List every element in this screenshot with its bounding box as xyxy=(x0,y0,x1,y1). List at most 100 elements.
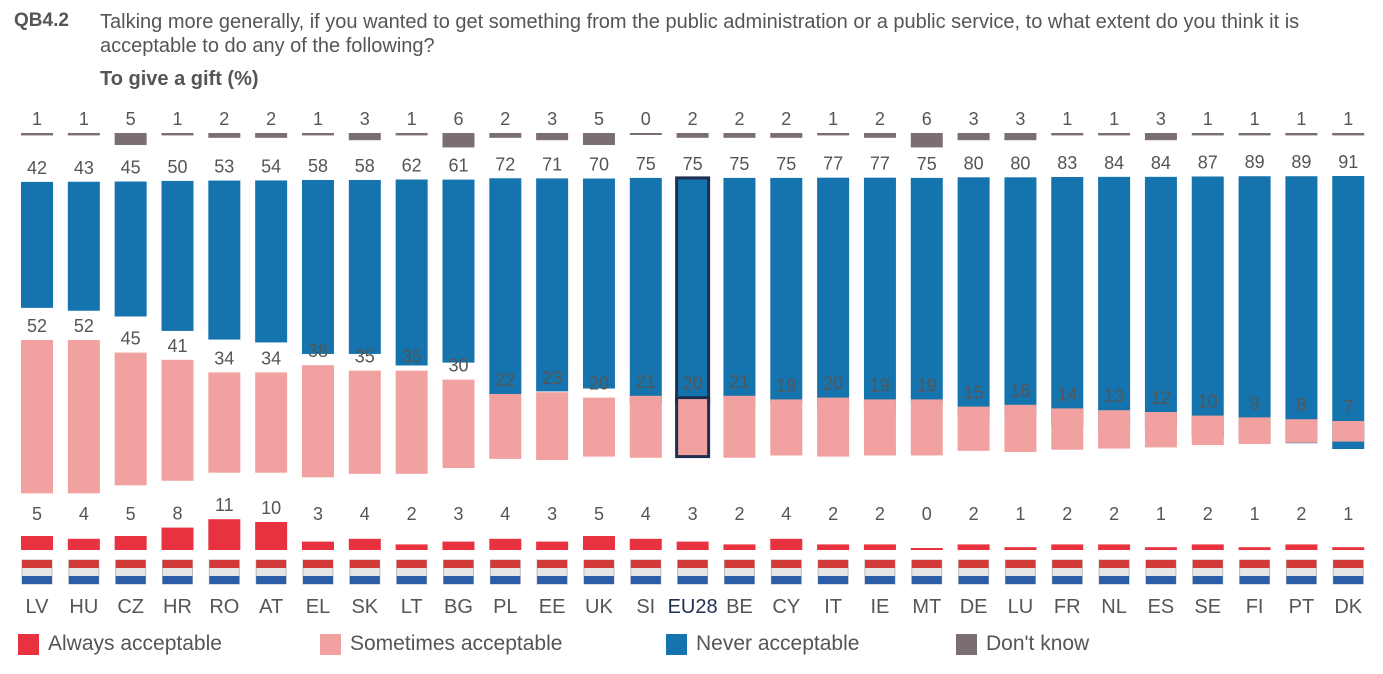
bar-always xyxy=(114,536,147,550)
flag-icon xyxy=(911,559,943,585)
bar-never xyxy=(255,180,288,343)
value-label-never: 89 xyxy=(1245,152,1265,172)
value-label-dontknow: 2 xyxy=(875,109,885,129)
bar-never xyxy=(114,181,147,317)
chart-legend: Always acceptable Sometimes acceptable N… xyxy=(18,632,1378,662)
bar-never xyxy=(770,177,803,403)
category-label: LU xyxy=(1008,596,1034,618)
category-label: BG xyxy=(444,596,473,618)
value-label-always: 4 xyxy=(781,504,791,524)
value-label-dontknow: 1 xyxy=(1250,109,1260,129)
bar-dontknow xyxy=(770,133,803,138)
bar-sometimes xyxy=(817,397,850,457)
bar-sometimes xyxy=(1285,419,1318,443)
bar-never xyxy=(1004,177,1037,418)
value-label-always: 4 xyxy=(500,504,510,524)
bar-always xyxy=(817,544,850,550)
value-label-always: 5 xyxy=(594,504,604,524)
bar-always xyxy=(395,544,428,550)
value-label-always: 3 xyxy=(313,504,323,524)
value-label-sometimes: 21 xyxy=(729,372,749,392)
bar-never xyxy=(21,181,53,308)
value-label-sometimes: 16 xyxy=(1010,381,1030,401)
value-label-dontknow: 3 xyxy=(547,109,557,129)
bar-dontknow xyxy=(1191,133,1224,136)
value-label-always: 3 xyxy=(453,504,463,524)
bar-never xyxy=(863,177,896,409)
bar-always xyxy=(21,536,53,550)
category-label: DK xyxy=(1334,596,1362,618)
value-label-dontknow: 2 xyxy=(781,109,791,129)
bar-dontknow xyxy=(395,133,428,136)
value-label-never: 89 xyxy=(1291,152,1311,172)
value-label-sometimes: 7 xyxy=(1343,397,1353,417)
legend-swatch-never xyxy=(666,633,687,655)
category-label: LT xyxy=(401,596,423,618)
value-label-always: 4 xyxy=(641,504,651,524)
category-label: RO xyxy=(209,596,239,618)
value-label-sometimes: 23 xyxy=(542,368,562,388)
bar-never xyxy=(629,177,662,403)
value-label-dontknow: 1 xyxy=(313,109,323,129)
legend-label-always: Always acceptable xyxy=(48,632,222,655)
bar-never xyxy=(1098,176,1131,429)
bar-never xyxy=(1238,176,1271,444)
bar-sometimes xyxy=(582,397,615,457)
flag-icon xyxy=(396,559,428,585)
value-label-always: 10 xyxy=(261,498,281,518)
value-label-never: 75 xyxy=(683,154,703,174)
flag-icon xyxy=(1145,559,1177,585)
bar-never xyxy=(957,177,990,418)
value-label-never: 58 xyxy=(308,156,328,176)
category-label: IT xyxy=(824,596,842,618)
value-label-never: 43 xyxy=(74,158,94,178)
value-label-sometimes: 13 xyxy=(1104,386,1124,406)
value-label-dontknow: 1 xyxy=(407,109,417,129)
value-label-dontknow: 1 xyxy=(1062,109,1072,129)
bar-always xyxy=(723,544,756,550)
flag-icon xyxy=(255,559,287,585)
flag-icon xyxy=(1098,559,1130,585)
bar-always xyxy=(676,541,709,550)
flag-icon xyxy=(349,559,381,585)
bar-sometimes xyxy=(161,359,194,481)
bar-sometimes xyxy=(114,352,147,486)
bar-sometimes xyxy=(1332,421,1365,442)
bar-always xyxy=(442,541,475,550)
value-label-dontknow: 2 xyxy=(266,109,276,129)
value-label-dontknow: 3 xyxy=(1156,109,1166,129)
flag-icon xyxy=(677,559,709,585)
value-label-never: 72 xyxy=(495,154,515,174)
legend-item-sometimes: Sometimes acceptable xyxy=(320,632,562,656)
legend-item-dontknow: Don't know xyxy=(956,632,1089,656)
flag-icon xyxy=(1192,559,1224,585)
value-label-dontknow: 1 xyxy=(1343,109,1353,129)
bar-sometimes xyxy=(1004,404,1037,452)
value-label-always: 8 xyxy=(172,504,182,524)
flag-icon xyxy=(161,559,193,585)
bar-always xyxy=(1098,544,1131,550)
value-label-dontknow: 1 xyxy=(172,109,182,129)
value-label-never: 77 xyxy=(870,154,890,174)
category-label: HR xyxy=(163,596,192,618)
bar-sometimes xyxy=(395,370,428,474)
value-label-dontknow: 2 xyxy=(500,109,510,129)
bar-always xyxy=(348,538,381,550)
value-label-never: 53 xyxy=(214,157,234,177)
value-label-sometimes: 22 xyxy=(495,370,515,390)
value-label-never: 61 xyxy=(448,156,468,176)
value-label-sometimes: 20 xyxy=(589,374,609,394)
bar-sometimes xyxy=(863,399,896,456)
stacked-bar-chart: 1425251435245454551504182533411254341015… xyxy=(21,109,1365,618)
category-label: SE xyxy=(1194,596,1221,618)
bar-never xyxy=(161,180,194,331)
value-label-never: 58 xyxy=(355,156,375,176)
value-label-never: 62 xyxy=(402,155,422,175)
bar-dontknow xyxy=(1238,133,1271,136)
value-label-dontknow: 2 xyxy=(219,109,229,129)
bar-dontknow xyxy=(723,133,756,138)
value-label-dontknow: 0 xyxy=(641,109,651,129)
bar-sometimes xyxy=(301,365,334,478)
value-label-sometimes: 34 xyxy=(261,348,281,368)
bar-always xyxy=(536,541,569,550)
